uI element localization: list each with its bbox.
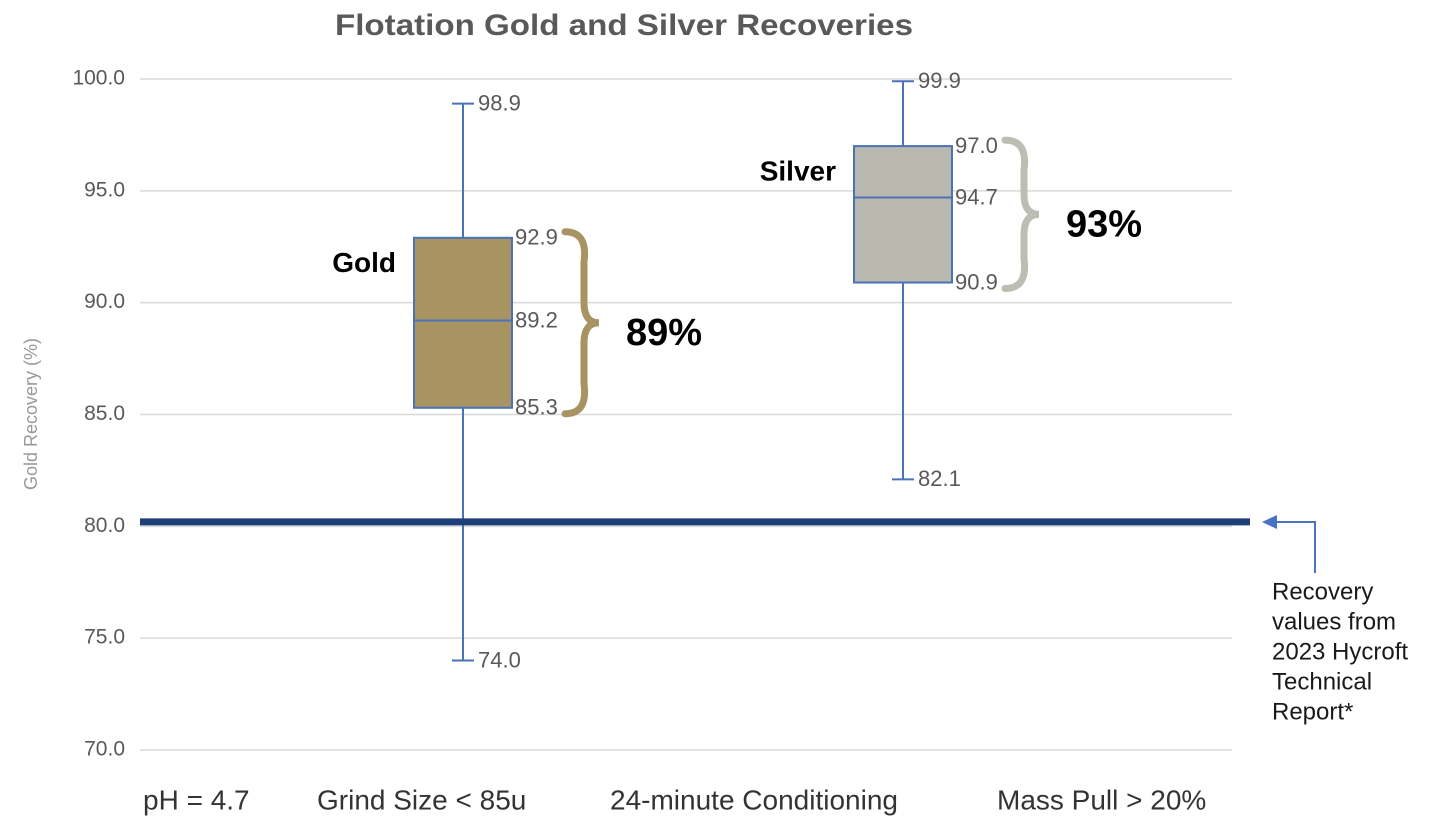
box	[853, 145, 953, 284]
annotation-text: Technical	[1272, 668, 1372, 695]
annotation-text: 2023 Hycroft	[1272, 638, 1408, 665]
value-label: 94.7	[955, 184, 998, 209]
condition-label: Mass Pull > 20%	[997, 784, 1206, 815]
condition-label: 24-minute Conditioning	[610, 784, 898, 815]
condition-label: Grind Size < 85u	[317, 784, 526, 815]
annotation-arrow	[1275, 521, 1316, 573]
value-label: 89.2	[515, 307, 558, 332]
value-label: 98.9	[478, 90, 521, 115]
y-tick-label: 75.0	[84, 626, 125, 649]
value-label: 92.9	[515, 225, 558, 250]
value-label: 85.3	[515, 395, 558, 420]
box	[413, 236, 513, 409]
annotation-text: values from	[1272, 608, 1396, 635]
value-label: 90.9	[955, 269, 998, 294]
y-tick-label: 95.0	[84, 178, 125, 201]
recovery-label: 89%	[626, 312, 702, 354]
recovery-label: 93%	[1066, 203, 1142, 245]
value-label: 99.9	[918, 68, 961, 93]
series-label: Silver	[760, 155, 836, 186]
annotation-text: Recovery	[1272, 578, 1373, 605]
chart-title: Flotation Gold and Silver Recoveries	[335, 9, 913, 42]
brace	[1001, 136, 1040, 293]
arrow-head	[1262, 515, 1277, 529]
y-tick-label: 70.0	[84, 738, 125, 761]
value-label: 82.1	[918, 466, 961, 491]
y-tick-label: 80.0	[84, 514, 125, 537]
y-tick-label: 90.0	[84, 290, 125, 313]
y-tick-label: 85.0	[84, 402, 125, 425]
value-label: 74.0	[478, 647, 521, 672]
annotation-text: Report*	[1272, 698, 1353, 725]
brace	[561, 228, 600, 418]
series-label: Gold	[332, 247, 396, 278]
y-tick-label: 100.0	[72, 67, 125, 90]
condition-label: pH = 4.7	[143, 784, 250, 815]
value-label: 97.0	[955, 133, 998, 158]
y-axis-label: Gold Recovery (%)	[21, 338, 41, 490]
